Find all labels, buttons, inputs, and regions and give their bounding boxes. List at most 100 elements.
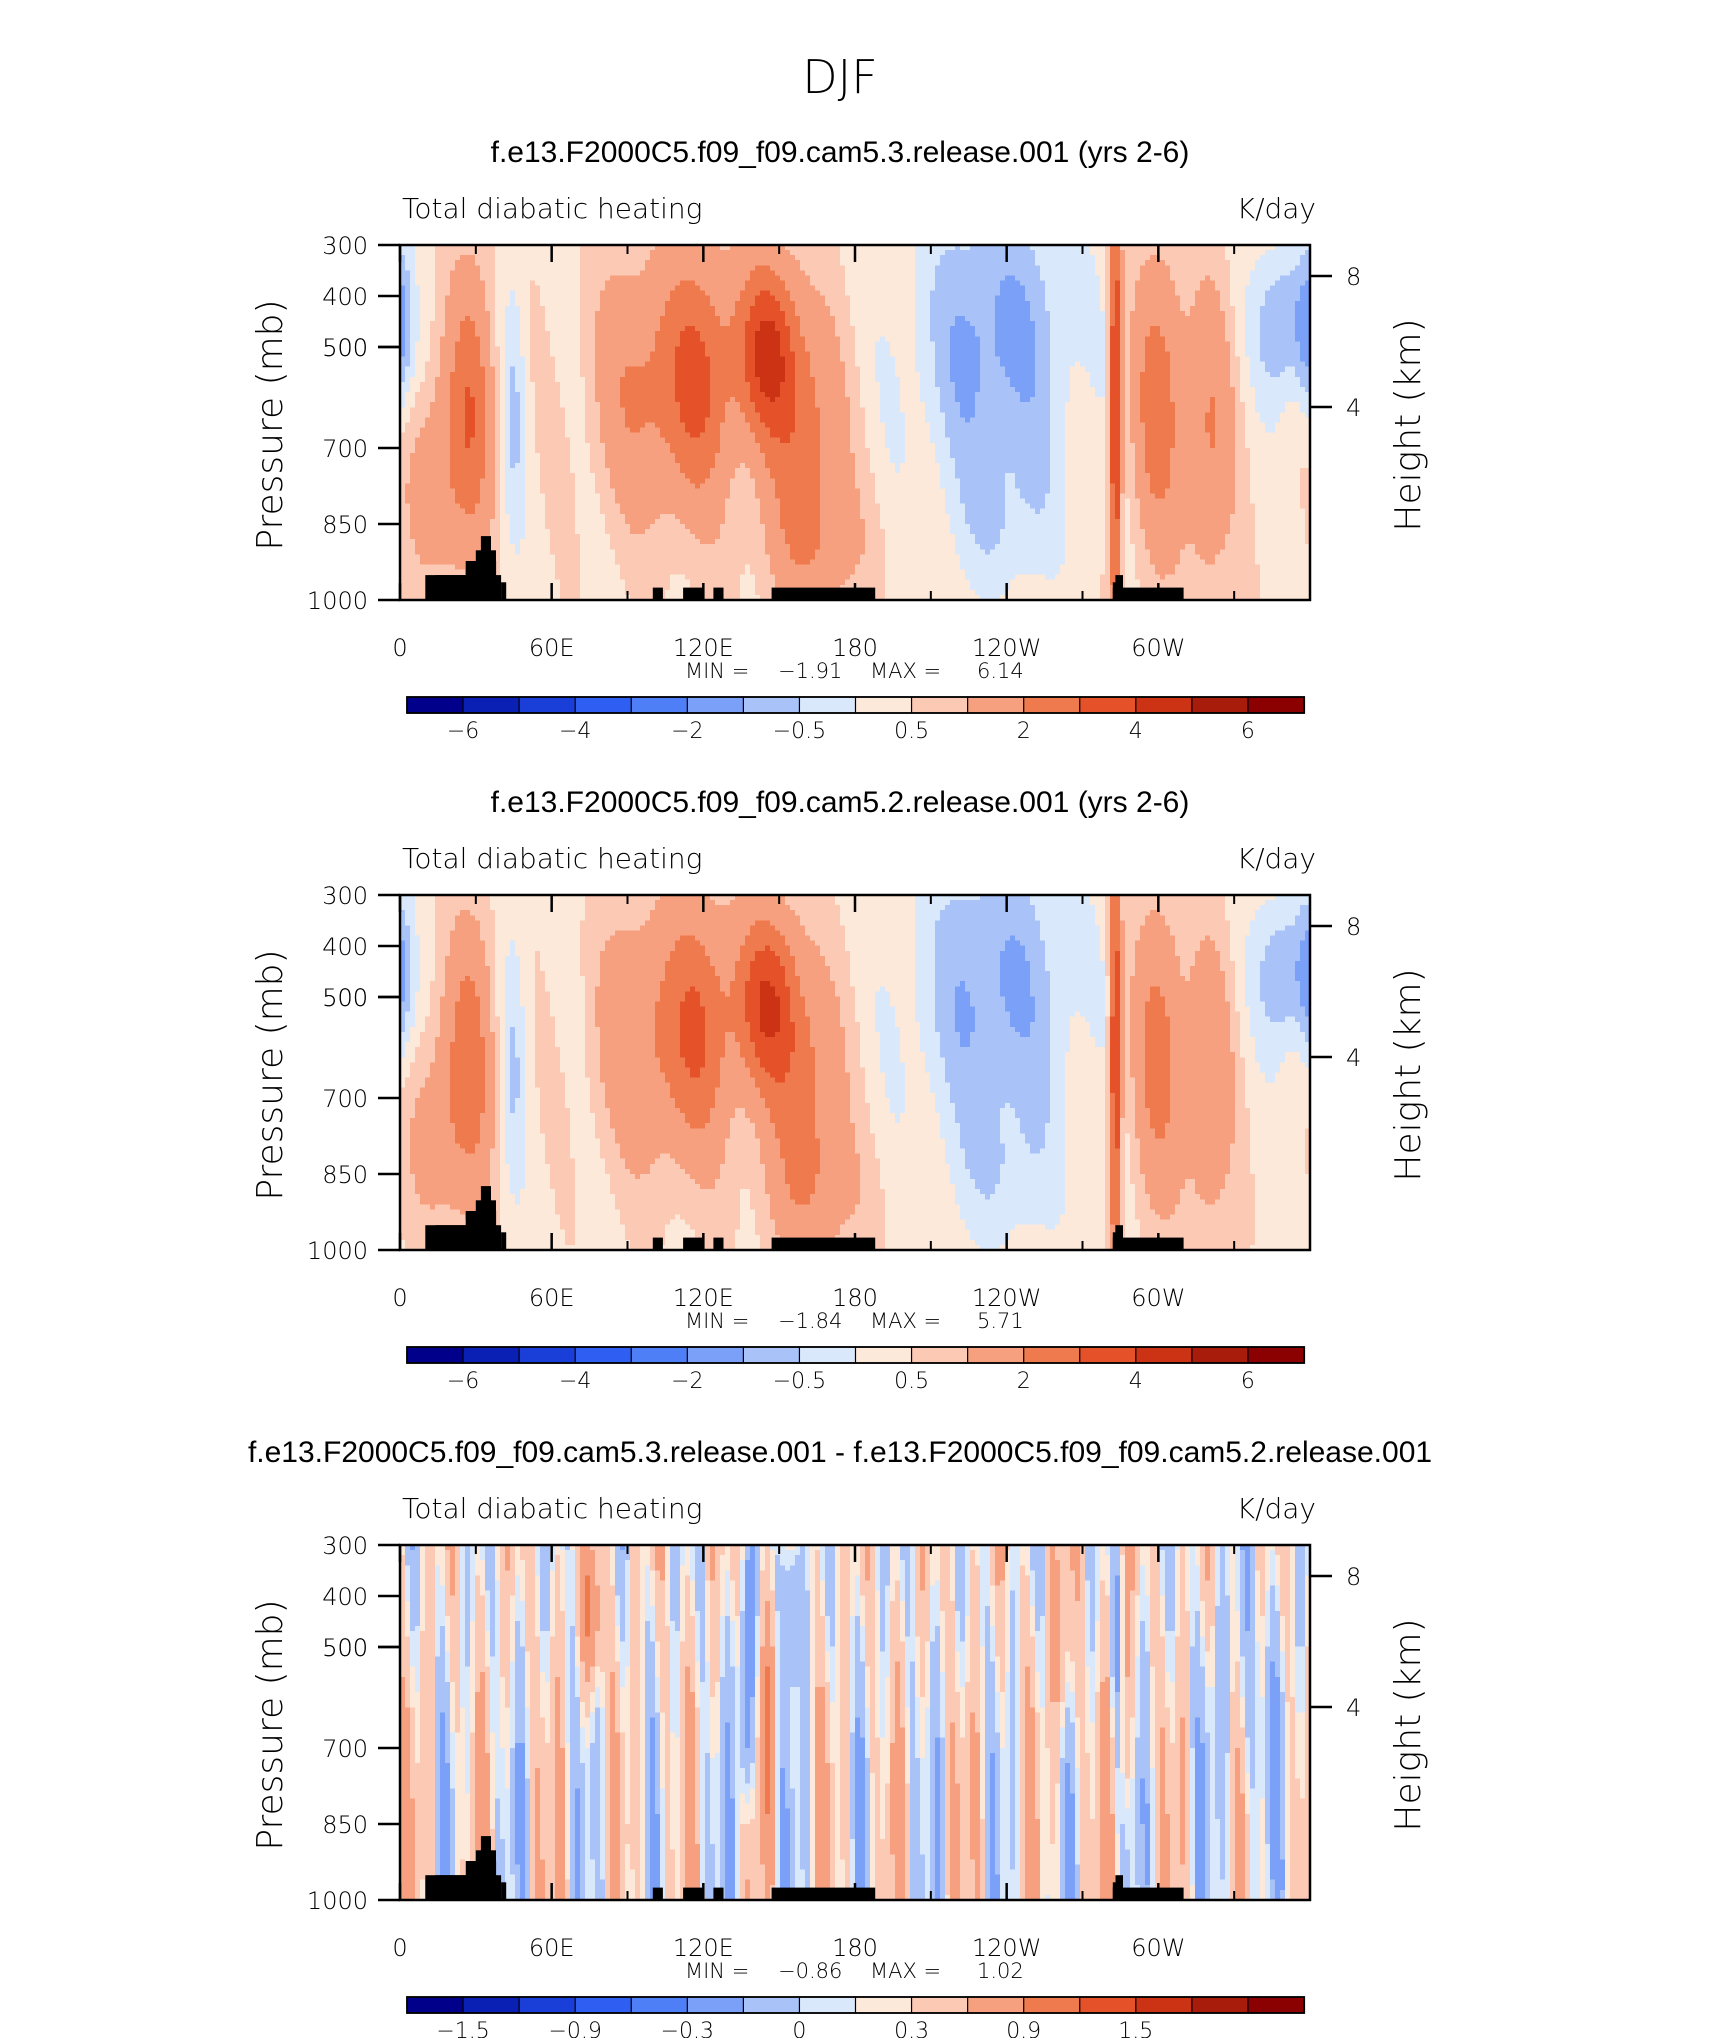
- field-cell: [400, 458, 411, 464]
- field-cell: [1245, 331, 1261, 337]
- field-cell: [590, 1082, 606, 1089]
- field-cell: [780, 336, 791, 342]
- field-cell: [1125, 351, 1131, 358]
- field-cell: [620, 503, 726, 510]
- field-cell: [730, 986, 746, 992]
- field-cell: [880, 518, 951, 525]
- field-cell: [940, 1133, 961, 1140]
- field-cell: [1260, 986, 1301, 992]
- field-cell: [1125, 1148, 1131, 1155]
- field-cell: [755, 437, 781, 444]
- field-cell: [900, 1037, 921, 1043]
- field-cell: [1260, 569, 1311, 576]
- field-cell: [700, 331, 746, 337]
- field-cell: [520, 1087, 526, 1094]
- field-cell: [465, 437, 471, 444]
- field-cell: [980, 346, 996, 353]
- field-cell: [720, 432, 756, 439]
- field-cell: [780, 955, 796, 962]
- field-cell: [495, 920, 581, 927]
- field-cell: [750, 564, 771, 571]
- field-cell: [540, 955, 581, 962]
- field-cell: [1110, 1173, 1121, 1180]
- field-cell: [660, 513, 676, 520]
- field-cell: [850, 1087, 866, 1094]
- field-cell: [480, 996, 491, 1003]
- field-cell: [680, 1214, 741, 1221]
- field-cell: [400, 569, 466, 576]
- field-cell: [525, 1006, 536, 1013]
- field-cell: [1125, 392, 1131, 398]
- field-cell: [535, 1006, 551, 1013]
- field-cell: [435, 971, 446, 977]
- field-cell: [1050, 1087, 1066, 1094]
- field-cell: [530, 285, 541, 292]
- field-cell: [600, 402, 621, 408]
- field-cell: [1050, 1118, 1066, 1124]
- field-cell: [1145, 1179, 1186, 1185]
- field-cell: [1115, 1133, 1121, 1140]
- field-cell: [1105, 1087, 1111, 1094]
- field-cell: [475, 986, 491, 992]
- field-cell: [430, 351, 441, 358]
- field-cell: [705, 1011, 746, 1018]
- field-cell: [435, 285, 451, 292]
- field-cell: [1280, 417, 1311, 424]
- field-cell: [1245, 991, 1261, 998]
- field-cell: [880, 1031, 901, 1038]
- field-cell: [1235, 1087, 1246, 1094]
- field-cell: [1125, 960, 1136, 967]
- field-cell: [1100, 935, 1106, 942]
- field-cell: [675, 452, 716, 459]
- field-cell: [1130, 1148, 1141, 1155]
- field-cell: [815, 1062, 846, 1069]
- x-tick-label: 120E: [673, 634, 734, 662]
- field-cell: [1275, 895, 1311, 901]
- field-cell: [955, 245, 961, 251]
- field-cell: [450, 1057, 486, 1063]
- field-cell: [675, 381, 711, 388]
- field-cell: [805, 930, 846, 937]
- field-cell: [1180, 554, 1201, 561]
- field-cell: [1235, 1067, 1246, 1074]
- field-cell: [955, 381, 981, 388]
- field-cell: [450, 381, 486, 388]
- field-cell: [1245, 966, 1261, 972]
- field-cell: [555, 1189, 576, 1195]
- field-cell: [1110, 371, 1121, 378]
- field-cell: [745, 463, 766, 469]
- field-cell: [505, 437, 511, 444]
- panel-title: f.e13.F2000C5.f09_f09.cam5.2.release.001…: [491, 786, 1190, 819]
- field-cell: [580, 589, 626, 596]
- field-cell: [525, 1057, 536, 1063]
- field-cell: [1035, 331, 1051, 337]
- field-cell: [800, 981, 836, 987]
- field-cell: [630, 1168, 651, 1175]
- field-cell: [1225, 910, 1256, 916]
- field-cell: [905, 1097, 936, 1104]
- field-cell: [1100, 285, 1106, 292]
- field-cell: [1105, 1052, 1111, 1058]
- field-cell: [935, 371, 951, 378]
- field-cell: [1120, 1168, 1126, 1175]
- field-cell: [620, 387, 676, 393]
- field-cell: [1000, 976, 1031, 982]
- field-cell: [1145, 1082, 1171, 1089]
- field-cell: [950, 326, 976, 332]
- field-cell: [980, 387, 1016, 393]
- field-cell: [915, 361, 936, 368]
- field-cell: [1160, 331, 1226, 337]
- field-cell: [1110, 1077, 1121, 1084]
- field-cell: [850, 955, 916, 962]
- field-cell: [520, 1092, 526, 1099]
- field-cell: [1235, 321, 1246, 327]
- field-cell: [1205, 427, 1216, 434]
- field-cell: [1095, 910, 1106, 916]
- colorbar-swatch: [1079, 696, 1137, 714]
- field-cell: [540, 950, 581, 957]
- field-cell: [1050, 1031, 1071, 1038]
- field-cell: [1135, 488, 1151, 495]
- field-cell: [415, 265, 436, 271]
- field-cell: [1105, 976, 1111, 982]
- field-cell: [410, 986, 421, 992]
